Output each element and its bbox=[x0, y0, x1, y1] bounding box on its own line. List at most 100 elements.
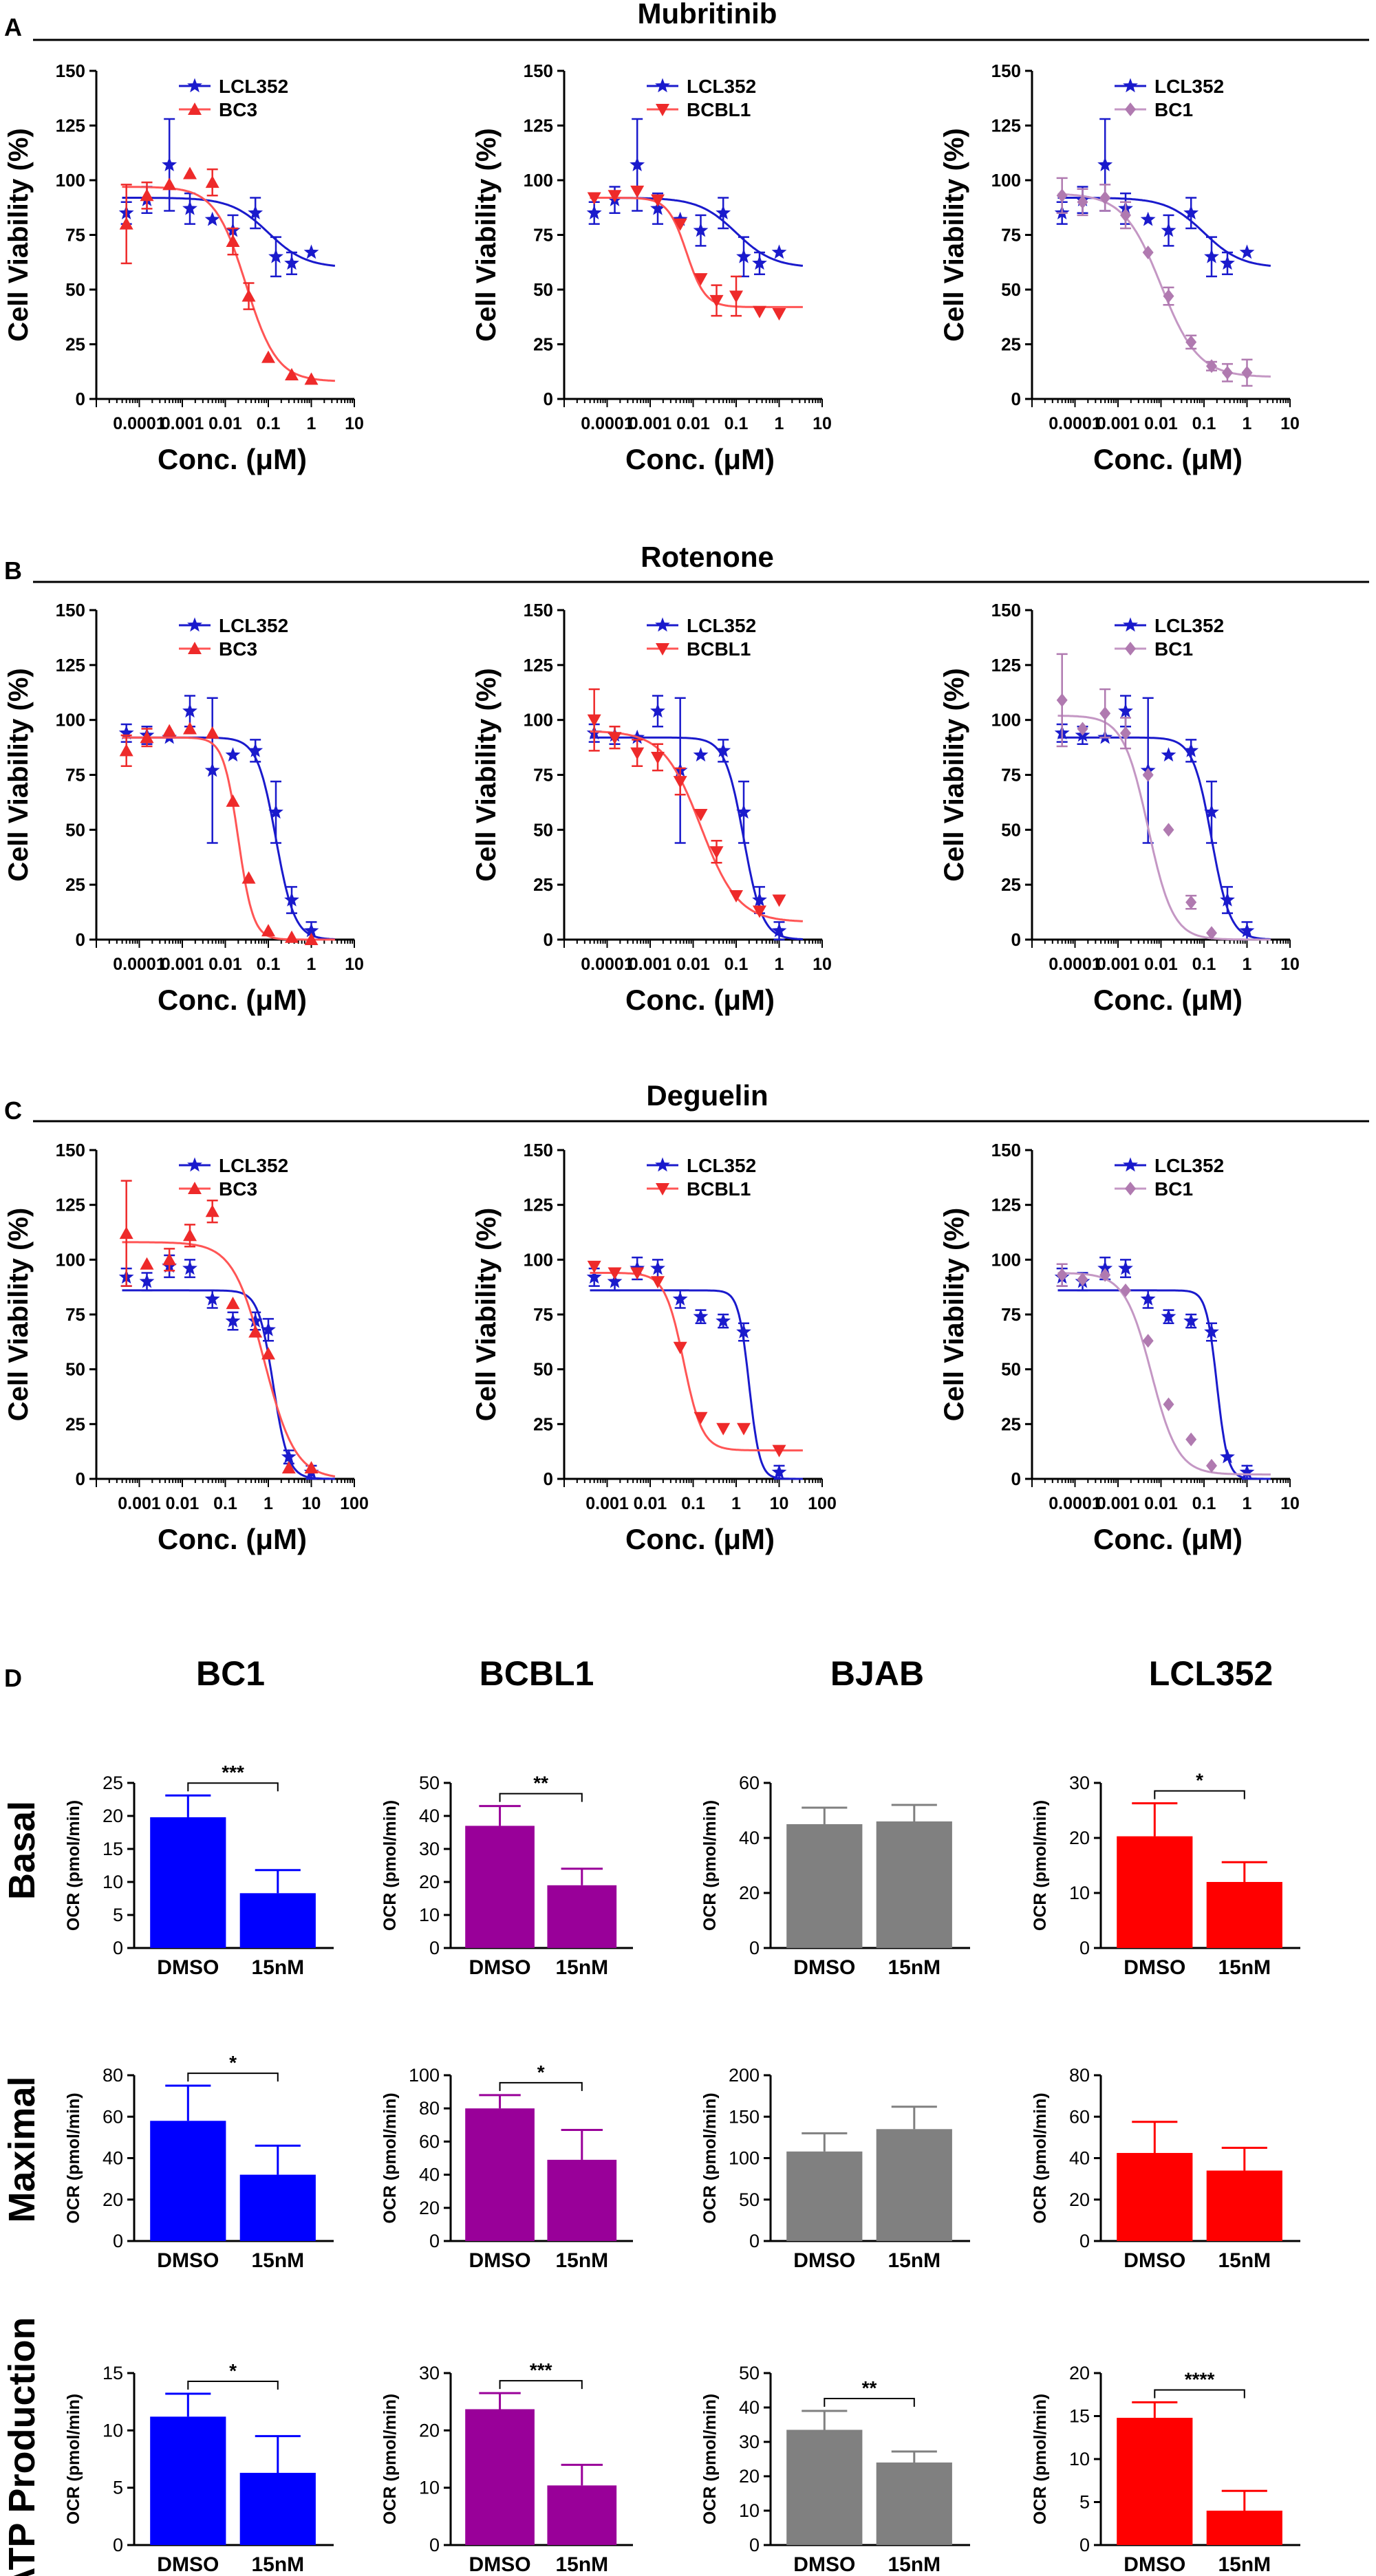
data-point bbox=[183, 722, 197, 735]
y-tick-label: 25 bbox=[533, 1414, 553, 1434]
legend-marker bbox=[188, 642, 202, 654]
x-tick-label: 1 bbox=[307, 955, 316, 974]
data-point bbox=[139, 1273, 155, 1288]
y-tick-label: 0 bbox=[76, 1469, 85, 1489]
legend-marker bbox=[1125, 102, 1136, 116]
bar-15nM bbox=[239, 1893, 316, 1948]
y-axis-label: OCR (pmol/min) bbox=[380, 2092, 400, 2223]
row-label-maximal: Maximal bbox=[1, 2076, 43, 2222]
series-BCBL1: BCBL1 bbox=[587, 1178, 803, 1458]
data-point bbox=[772, 307, 786, 321]
legend-marker bbox=[188, 1182, 202, 1194]
data-point bbox=[1056, 1268, 1068, 1282]
category-label: 15nM bbox=[555, 1956, 608, 1979]
significance-bracket bbox=[187, 2072, 279, 2082]
y-tick-label: 60 bbox=[419, 2131, 440, 2152]
y-axis-label: Cell Viability (%) bbox=[471, 668, 502, 881]
y-tick-label: 50 bbox=[739, 2189, 760, 2210]
column-title-bcbl1: BCBL1 bbox=[480, 1654, 594, 1693]
fit-curve-LCL352 bbox=[590, 1289, 803, 1480]
bar-DMSO bbox=[786, 2429, 863, 2545]
data-point bbox=[162, 177, 177, 191]
significance-bracket bbox=[1154, 1790, 1245, 1799]
y-tick-label: 25 bbox=[65, 1414, 85, 1434]
x-tick-label: 0.001 bbox=[1097, 1494, 1140, 1513]
y-tick-label: 5 bbox=[1079, 2492, 1090, 2513]
x-tick-label: 10 bbox=[770, 1494, 789, 1513]
legend-label: BC1 bbox=[1154, 638, 1193, 660]
x-axis-label: Conc. (μM) bbox=[158, 984, 307, 1016]
x-tick-label: 0.1 bbox=[213, 1494, 237, 1513]
significance-bracket bbox=[1154, 2389, 1245, 2399]
bar-chart-D-LCL352-Maximal: 0 20 40 60 80 OCR (pmol/min) DMSO 15nM bbox=[1031, 2065, 1300, 2272]
series-LCL352: LCL352 bbox=[586, 76, 804, 278]
row-label-basal: Basal bbox=[1, 1801, 43, 1900]
x-tick-label: 0.001 bbox=[118, 1494, 161, 1513]
data-point bbox=[772, 894, 786, 907]
y-tick-label: 20 bbox=[419, 1872, 440, 1892]
fit-curve-LCL352 bbox=[1057, 197, 1271, 267]
series-BC1: BC1 bbox=[1056, 99, 1271, 387]
y-tick-label: 0 bbox=[113, 2535, 123, 2555]
data-point bbox=[1220, 1449, 1235, 1464]
data-point bbox=[1056, 693, 1068, 707]
data-point bbox=[303, 922, 319, 938]
data-point bbox=[673, 1341, 687, 1354]
data-point bbox=[1099, 706, 1111, 721]
data-point bbox=[753, 305, 767, 318]
y-axis-label: OCR (pmol/min) bbox=[1031, 2092, 1050, 2223]
x-tick-label: 10 bbox=[1280, 414, 1300, 433]
x-tick-label: 0.01 bbox=[1144, 955, 1178, 974]
category-label: DMSO bbox=[793, 2553, 855, 2576]
x-tick-label: 0.1 bbox=[724, 414, 749, 433]
bar-15nM bbox=[1206, 2170, 1282, 2241]
legend-label: LCL352 bbox=[1154, 76, 1224, 97]
y-tick-label: 50 bbox=[533, 279, 553, 300]
x-tick-label: 100 bbox=[340, 1494, 369, 1513]
bar-chart-D-BJAB-ATP: 0 10 20 30 40 50 OCR (pmol/min) DMSO 15nM ** bbox=[700, 2363, 970, 2576]
data-point bbox=[729, 290, 743, 303]
y-tick-label: 0 bbox=[749, 2535, 760, 2555]
y-tick-label: 50 bbox=[65, 819, 85, 840]
panel-letter-d: D bbox=[4, 1664, 22, 1692]
category-label: DMSO bbox=[157, 2249, 219, 2272]
x-tick-label: 0.0001 bbox=[1049, 1494, 1101, 1513]
legend-label: BCBL1 bbox=[687, 99, 751, 120]
data-point bbox=[693, 1308, 709, 1323]
significance-stars: *** bbox=[530, 2359, 552, 2381]
data-point bbox=[1120, 1283, 1132, 1297]
x-tick-label: 1 bbox=[775, 955, 784, 974]
data-point bbox=[737, 1422, 751, 1436]
category-label: DMSO bbox=[1124, 1956, 1185, 1979]
data-point bbox=[716, 1313, 731, 1328]
y-tick-label: 20 bbox=[739, 1883, 760, 1903]
y-axis-label: OCR (pmol/min) bbox=[700, 2092, 720, 2223]
significance-bracket bbox=[499, 2081, 583, 2091]
data-point bbox=[752, 255, 767, 270]
data-point bbox=[587, 1260, 601, 1273]
y-tick-label: 20 bbox=[419, 2420, 440, 2440]
x-axis-label: Conc. (μM) bbox=[158, 1523, 307, 1555]
data-point bbox=[1163, 823, 1174, 837]
bar-chart-D-BCBL1-Basal: 0 10 20 30 40 50 OCR (pmol/min) DMSO 15nM ** bbox=[380, 1773, 633, 1979]
data-point bbox=[630, 747, 645, 760]
data-point bbox=[1120, 726, 1132, 740]
data-point bbox=[241, 289, 256, 302]
y-tick-label: 100 bbox=[56, 170, 85, 191]
legend-marker bbox=[1125, 1182, 1136, 1195]
y-tick-label: 10 bbox=[419, 2478, 440, 2498]
y-tick-label: 50 bbox=[1001, 279, 1021, 300]
bar-chart-D-BC1-ATP: 0 5 10 15 OCR (pmol/min) DMSO 15nM * bbox=[64, 2360, 334, 2576]
data-point bbox=[1241, 365, 1253, 380]
panel-title-rotenone: Rotenone bbox=[641, 541, 774, 573]
column-title-bjab: BJAB bbox=[830, 1654, 924, 1693]
significance-stars: * bbox=[537, 2061, 545, 2083]
bar-15nM bbox=[239, 2473, 316, 2545]
data-point bbox=[119, 744, 133, 757]
y-tick-label: 10 bbox=[1069, 2449, 1090, 2469]
x-tick-label: 0.01 bbox=[1144, 1494, 1178, 1513]
y-tick-label: 15 bbox=[1069, 2406, 1090, 2427]
